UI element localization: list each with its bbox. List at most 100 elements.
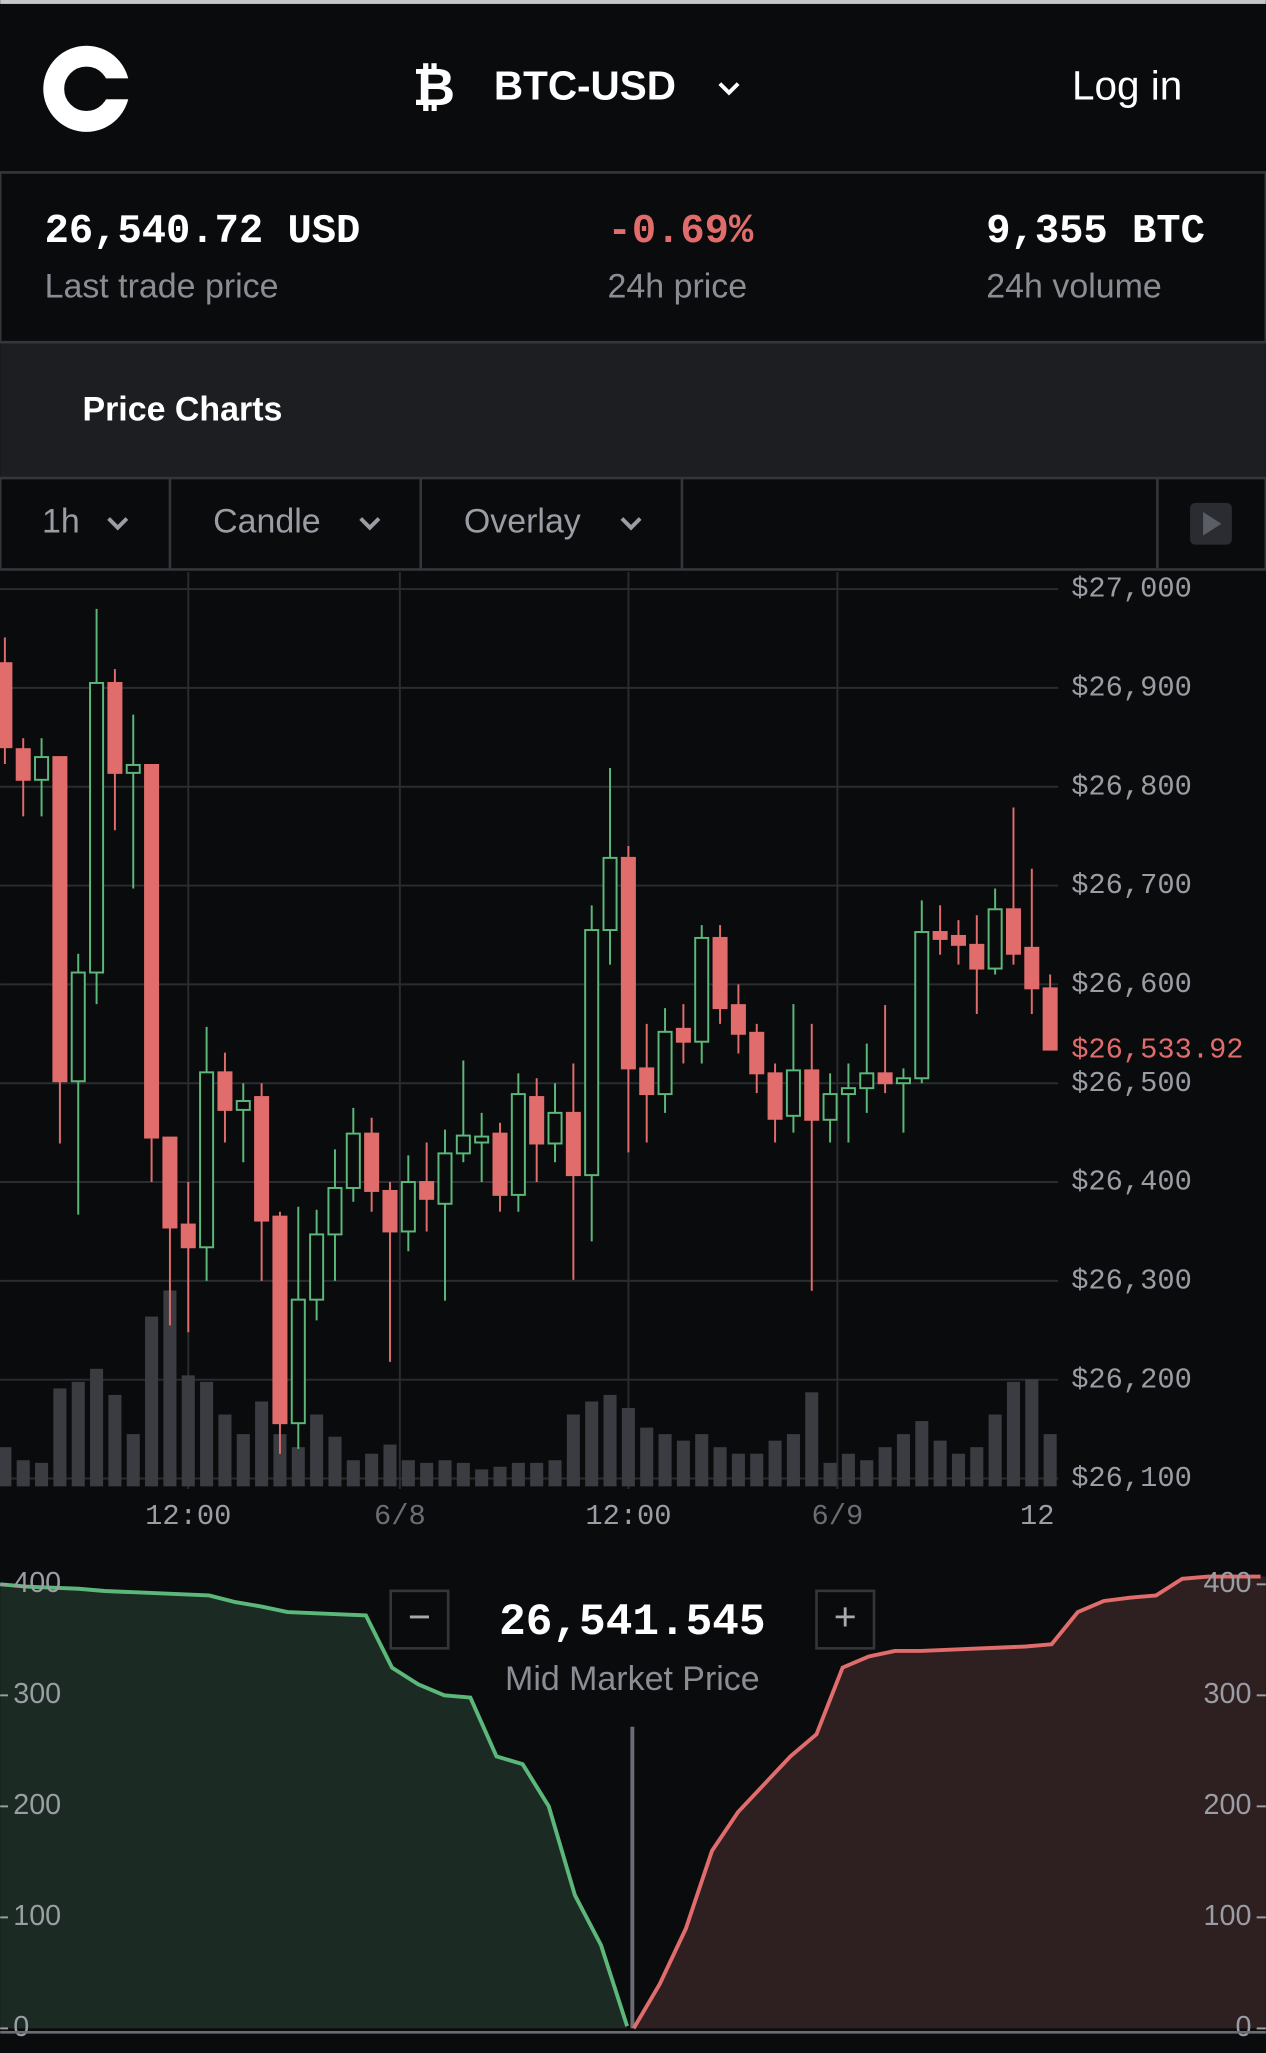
volume-bar — [163, 1290, 177, 1487]
candle-body — [364, 1132, 380, 1192]
minus-button[interactable] — [389, 1589, 450, 1650]
volume-bar — [970, 1447, 984, 1487]
stat-label: 24h price — [608, 268, 748, 306]
volume-bar — [420, 1462, 434, 1487]
logo[interactable] — [43, 45, 134, 132]
plus[interactable]: + — [834, 1596, 857, 1639]
volume-bar — [768, 1440, 782, 1487]
candle-body — [144, 763, 160, 1139]
y-tick-label: 100 — [1204, 1900, 1252, 1932]
volume-bar — [35, 1462, 49, 1487]
candle-body — [529, 1096, 545, 1145]
volume-bar — [456, 1462, 470, 1487]
plus-button[interactable] — [815, 1589, 876, 1650]
candle-body — [89, 681, 105, 974]
volume-bar — [511, 1462, 525, 1487]
stat-label: Last trade price — [45, 268, 279, 306]
y-tick-label: $26,500 — [1071, 1067, 1192, 1100]
chevron[interactable] — [107, 517, 129, 531]
login[interactable]: Log in — [1072, 63, 1182, 109]
candle-body — [235, 1100, 251, 1111]
candle-body — [382, 1189, 398, 1233]
volume-bar — [731, 1453, 745, 1487]
depth-area — [0, 1584, 628, 2029]
candle-body — [602, 856, 618, 932]
control[interactable]: Candle — [213, 503, 321, 541]
stat-value: -0.69% — [608, 209, 754, 255]
tab-bar — [0, 343, 1266, 479]
tab[interactable]: Price Charts — [82, 390, 282, 428]
volume-bar — [145, 1316, 159, 1487]
candle-body — [455, 1134, 471, 1155]
candle-chart: $26,100 $26,200 $26,300 $26,400 $26,500 $26,6… — [0, 572, 1244, 1533]
volume-bar — [676, 1440, 690, 1487]
volume-bar — [713, 1447, 727, 1487]
candle-body — [1042, 987, 1058, 1051]
x-tick-label: 6/9 — [812, 1500, 864, 1533]
chevron[interactable] — [620, 517, 642, 531]
volume-bar — [1006, 1381, 1021, 1487]
control[interactable]: 1h — [42, 503, 80, 541]
candle-body — [290, 1298, 306, 1425]
candle-body — [987, 908, 1003, 970]
volume-bar — [310, 1414, 324, 1487]
volume-bar — [346, 1460, 360, 1487]
depth-chart: 0 0 100 100 200 200 300 300 400 400 − + 26,541.54… — [0, 1567, 1266, 2043]
candle-body — [15, 748, 31, 781]
candle-body — [52, 756, 68, 1083]
candle-body — [749, 1031, 765, 1075]
volume-bar — [566, 1414, 580, 1487]
chevron[interactable] — [359, 517, 381, 531]
y-tick-label: $26,200 — [1071, 1363, 1192, 1396]
candle-body — [419, 1181, 435, 1200]
y-tick-label: 0 — [13, 2011, 29, 2043]
candle-body — [969, 943, 985, 970]
volume-bar — [805, 1392, 819, 1487]
y-tick-label: 200 — [13, 1789, 61, 1821]
volume-bar — [365, 1453, 379, 1487]
volume-bar — [585, 1401, 599, 1487]
candle-body — [804, 1069, 820, 1121]
y-tick-label: $26,100 — [1071, 1462, 1192, 1495]
candle-body — [107, 681, 123, 774]
candle-body — [620, 856, 636, 1070]
volume-bar — [401, 1460, 415, 1487]
volume-bar — [603, 1394, 617, 1487]
volume-bar — [438, 1460, 452, 1487]
candle-body — [327, 1186, 343, 1236]
volume-bar — [108, 1394, 122, 1487]
candle-body — [34, 756, 50, 781]
pair[interactable]: BTC-USD — [494, 63, 676, 109]
volume-bar — [896, 1434, 910, 1487]
candle-body — [840, 1087, 856, 1096]
play-icon[interactable] — [1203, 512, 1222, 536]
y-tick-label: $26,800 — [1071, 770, 1192, 803]
candle-body — [162, 1136, 178, 1229]
volume-bar — [328, 1436, 342, 1487]
candle-body — [584, 929, 600, 1177]
candle-body — [712, 936, 728, 1010]
volume-bar — [255, 1401, 269, 1487]
volume-bar — [841, 1453, 855, 1487]
candle-body — [565, 1111, 581, 1177]
volume-bar — [1043, 1434, 1057, 1487]
control-dividers — [168, 478, 1159, 570]
control[interactable]: Overlay — [464, 503, 581, 541]
x-tick-label: 12:00 — [145, 1500, 231, 1533]
mid-price: 26,541.545 — [499, 1598, 765, 1648]
y-tick-label: $27,000 — [1071, 573, 1192, 606]
candle-body — [272, 1215, 288, 1425]
candle-body — [254, 1096, 270, 1222]
pair-chevron[interactable] — [718, 82, 740, 96]
candle-body — [895, 1077, 911, 1085]
y-tick-label: $26,400 — [1071, 1166, 1192, 1199]
volume-bar — [640, 1427, 654, 1487]
volume-bar — [621, 1408, 635, 1487]
candle-body — [492, 1132, 508, 1196]
volume-bar — [273, 1434, 287, 1487]
candle-body — [932, 931, 948, 940]
minus[interactable]: − — [408, 1596, 431, 1639]
candle-body — [199, 1071, 215, 1249]
volume-bar — [915, 1421, 929, 1487]
volume-bar — [126, 1434, 140, 1487]
